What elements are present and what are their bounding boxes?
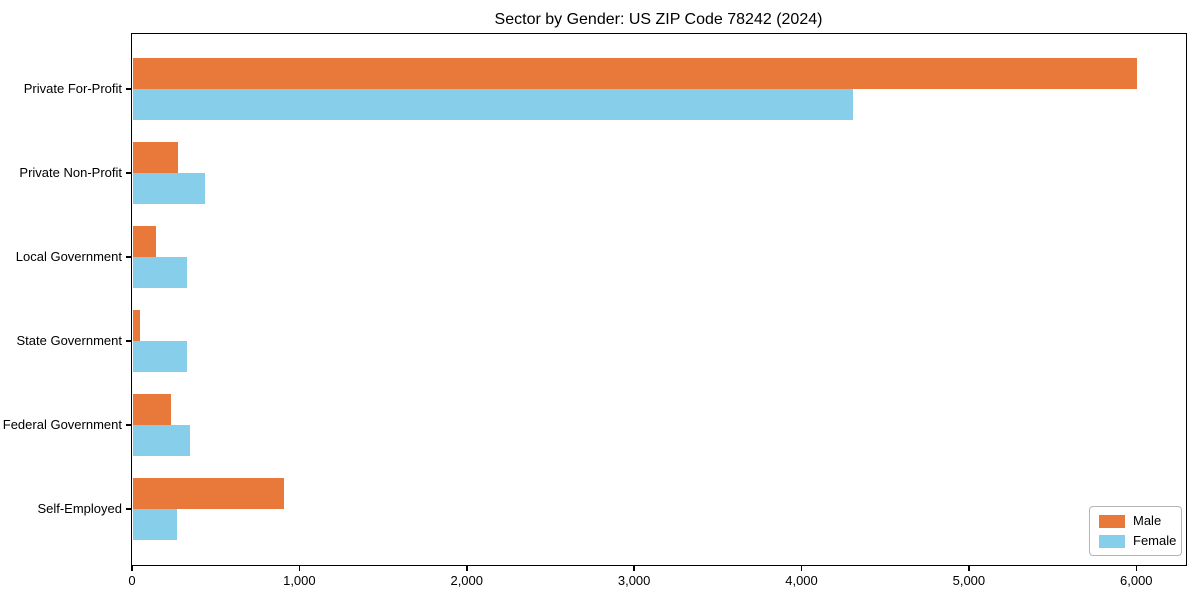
legend: Male Female	[1089, 506, 1182, 556]
y-tick-label: Local Government	[15, 249, 122, 264]
x-tick-mark	[298, 566, 301, 571]
x-tick-label: 3,000	[617, 573, 651, 588]
x-tick-label: 4,000	[785, 573, 818, 588]
bar-female-6	[132, 509, 177, 540]
x-tick-label: 0	[128, 573, 136, 588]
bar-male-3	[132, 226, 156, 257]
x-tick-label: 1,000	[283, 573, 316, 588]
bar-female-3	[132, 257, 187, 288]
x-tick-mark	[633, 566, 635, 571]
bar-female-4	[132, 341, 187, 372]
x-tick-mark	[466, 566, 468, 571]
plot-area	[131, 33, 1187, 566]
y-tick-mark	[126, 256, 131, 258]
legend-label-female: Female	[1133, 533, 1177, 548]
x-tick-mark	[968, 566, 970, 571]
bar-male-5	[132, 394, 171, 425]
y-tick-label: Private For-Profit	[23, 81, 122, 96]
y-tick-mark	[126, 172, 131, 174]
x-tick-label: 5,000	[952, 573, 986, 588]
bar-male-1	[132, 58, 1137, 89]
legend-swatch-female	[1099, 534, 1125, 548]
chart-title: Sector by Gender: US ZIP Code 78242 (202…	[494, 11, 823, 28]
legend-item-female: Female	[1099, 534, 1176, 548]
y-tick-label: Private Non-Profit	[19, 165, 122, 180]
bar-male-6	[132, 478, 284, 509]
y-tick-label: State Government	[16, 333, 123, 348]
legend-label-male: Male	[1133, 513, 1162, 528]
x-tick-label: 2,000	[450, 573, 484, 588]
y-tick-mark	[126, 508, 131, 510]
y-tick-label: Self-Employed	[37, 501, 122, 516]
bar-female-2	[132, 173, 205, 204]
y-tick-label: Federal Government	[2, 417, 122, 432]
y-tick-mark	[126, 88, 131, 90]
bar-female-1	[132, 89, 853, 120]
bar-male-2	[132, 142, 178, 173]
bar-male-4	[132, 310, 140, 341]
x-tick-mark	[1135, 566, 1138, 571]
x-tick-mark	[800, 566, 803, 571]
x-tick-mark	[131, 566, 133, 571]
legend-swatch-male	[1099, 514, 1125, 528]
y-tick-mark	[126, 340, 131, 342]
legend-item-male: Male	[1099, 514, 1172, 528]
y-tick-mark	[126, 424, 131, 426]
x-tick-label: 6,000	[1120, 573, 1153, 588]
bar-female-5	[132, 425, 190, 456]
